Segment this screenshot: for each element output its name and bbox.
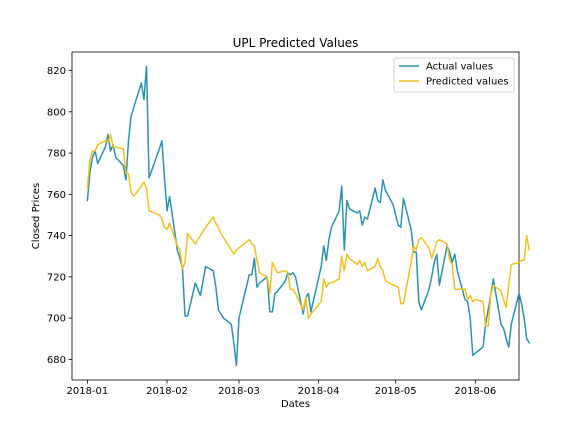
- y-axis-label: Closed Prices: [31, 183, 42, 249]
- x-tick-label: 2018-01: [67, 386, 109, 397]
- plot-frame: [71, 51, 520, 381]
- y-tick-label: 780: [47, 149, 66, 160]
- y-axis: 680 700 720 740 760 780 800 820: [47, 66, 72, 366]
- y-tick-label: 680: [47, 355, 66, 366]
- y-tick-label: 720: [47, 272, 66, 283]
- y-tick-label: 740: [47, 231, 66, 242]
- x-axis: 2018-01 2018-02 2018-03 2018-04 2018-05 2018-…: [67, 380, 496, 397]
- series-layer: [86, 65, 531, 367]
- series-line-actual: [86, 65, 531, 367]
- chart-title: UPL Predicted Values: [233, 36, 359, 50]
- x-tick-label: 2018-02: [146, 386, 188, 397]
- legend-box: [393, 57, 515, 93]
- x-axis-label: Dates: [281, 399, 310, 410]
- x-tick-label: 2018-05: [375, 386, 417, 397]
- legend: Actual values Predicted values: [393, 57, 515, 93]
- x-tick-label: 2018-06: [454, 386, 496, 397]
- y-tick-label: 760: [47, 190, 66, 201]
- y-tick-label: 820: [47, 66, 66, 77]
- y-tick-label: 700: [47, 314, 66, 325]
- series-line-predicted: [86, 133, 531, 328]
- x-tick-label: 2018-03: [218, 386, 260, 397]
- x-tick-label: 2018-04: [298, 386, 340, 397]
- y-tick-label: 800: [47, 107, 66, 118]
- legend-label-predicted: Predicted values: [426, 77, 509, 88]
- legend-label-actual: Actual values: [426, 62, 493, 73]
